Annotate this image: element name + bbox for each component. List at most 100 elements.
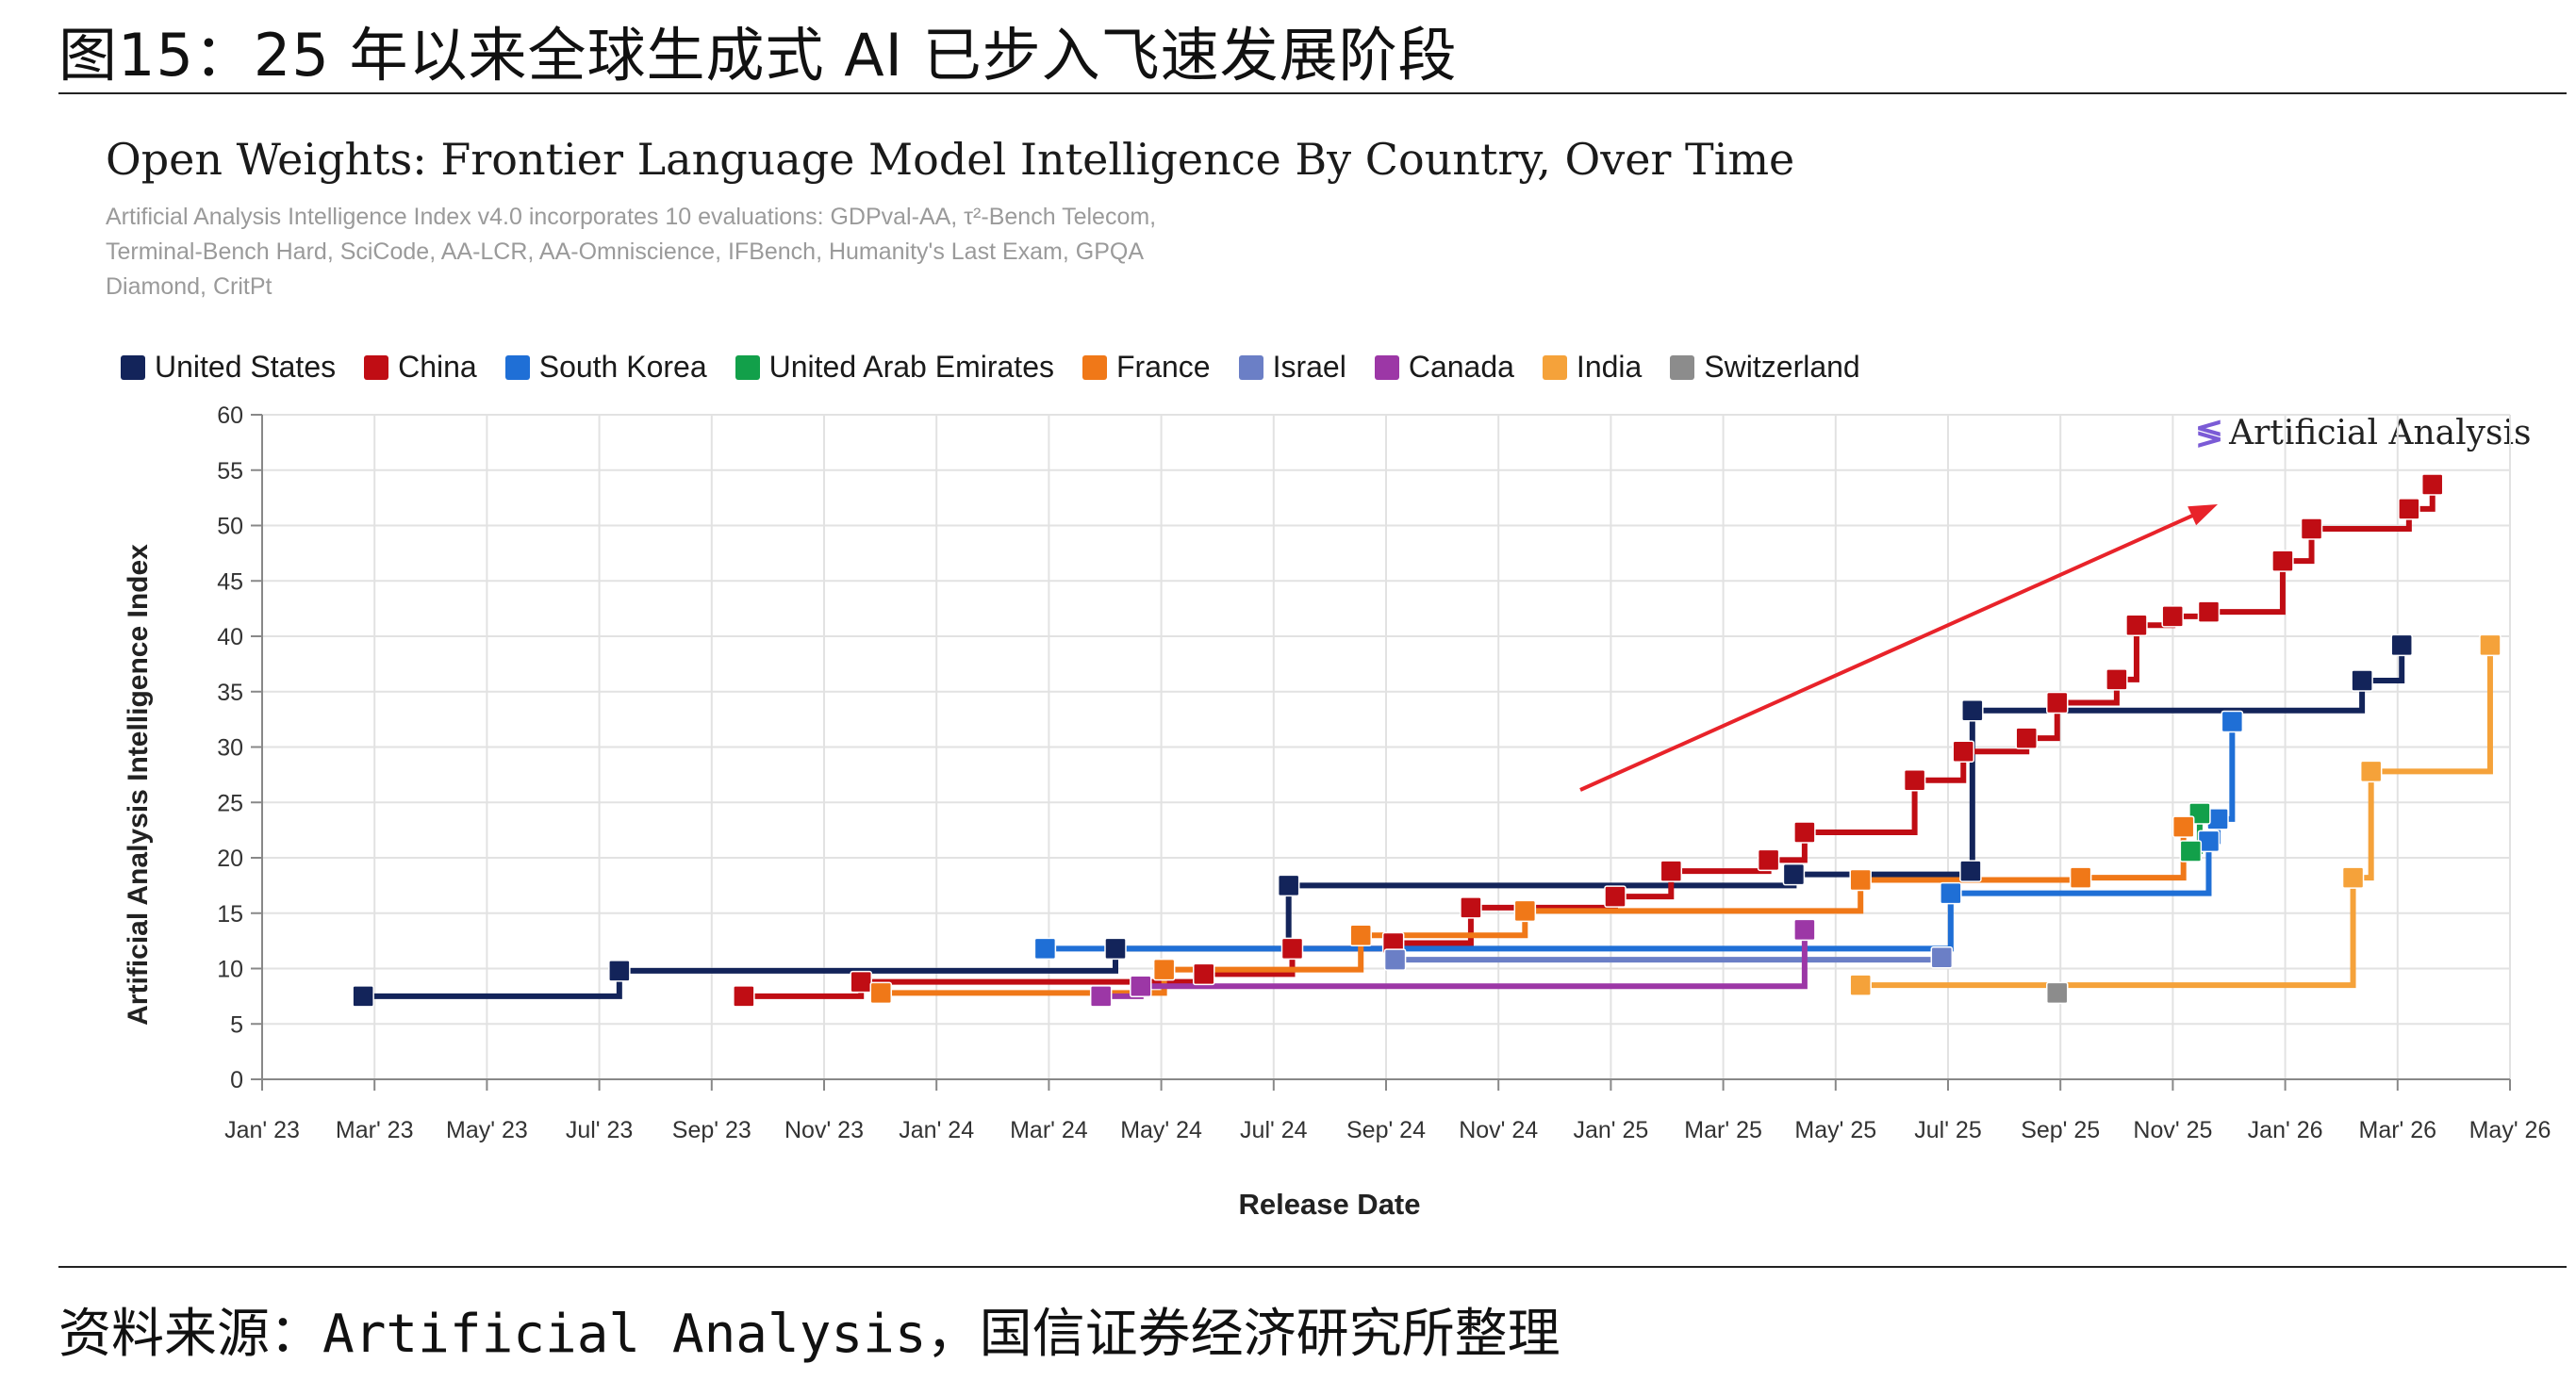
data-point xyxy=(1849,868,1872,892)
data-point xyxy=(1793,821,1816,844)
data-point xyxy=(1277,874,1300,897)
data-point xyxy=(1130,975,1152,998)
data-point xyxy=(1193,962,1215,986)
legend-label: China xyxy=(398,350,477,384)
bottom-divider xyxy=(58,1266,2567,1268)
data-point xyxy=(2420,473,2444,496)
data-point xyxy=(2341,866,2365,889)
top-divider xyxy=(58,92,2567,94)
data-point xyxy=(2046,981,2069,1005)
data-point xyxy=(2105,668,2128,691)
legend-item: South Korea xyxy=(504,350,707,385)
chart-title: Open Weights: Frontier Language Model In… xyxy=(106,134,1795,185)
x-tick-label: Mar' 26 xyxy=(2359,1117,2437,1143)
y-tick-label: 35 xyxy=(217,680,243,706)
data-point xyxy=(1952,740,1975,763)
series-line xyxy=(743,485,2436,999)
figure-title: 图15：25 年以来全球生成式 AI 已步入飞速发展阶段 xyxy=(58,21,1458,90)
x-tick-label: May' 26 xyxy=(2469,1117,2551,1143)
legend-swatch xyxy=(364,354,389,380)
x-tick-label: Jul' 24 xyxy=(1240,1117,1308,1143)
legend-label: United States xyxy=(155,350,337,384)
legend-swatch xyxy=(1670,354,1695,380)
data-point xyxy=(1660,860,1683,882)
data-point xyxy=(1033,937,1057,961)
data-point xyxy=(2015,727,2038,749)
y-tick-label: 10 xyxy=(217,957,243,983)
chart-subtitle: Artificial Analysis Intelligence Index v… xyxy=(106,204,1157,300)
y-tick-label: 50 xyxy=(217,514,243,540)
x-tick-label: Nov' 24 xyxy=(1459,1117,1538,1143)
x-tick-label: May' 25 xyxy=(1794,1117,1876,1143)
legend-item: China xyxy=(364,350,477,385)
legend-item: United Arab Emirates xyxy=(735,350,1054,385)
data-point xyxy=(1089,985,1113,1008)
legend-swatch xyxy=(735,354,760,380)
data-point xyxy=(1961,698,1984,722)
data-point xyxy=(608,960,631,982)
x-axis-title: Release Date xyxy=(1238,1188,1420,1221)
data-point xyxy=(2125,614,2148,636)
y-tick-label: 5 xyxy=(230,1011,243,1038)
legend-label: France xyxy=(1115,350,1211,384)
x-tick-label: Sep' 23 xyxy=(672,1117,751,1143)
data-point xyxy=(2351,669,2373,692)
legend-item: India xyxy=(1542,350,1642,385)
y-axis-title: Artificial Analysis Intelligence Index xyxy=(123,544,154,1026)
x-tick-label: Sep' 25 xyxy=(2021,1117,2100,1143)
brand-name: Artificial Analysis xyxy=(2229,413,2532,452)
legend-swatch xyxy=(504,354,530,380)
x-tick-label: Jul' 25 xyxy=(1914,1117,1981,1143)
data-point xyxy=(1782,862,1806,886)
trend-arrow-head xyxy=(2188,504,2218,526)
chart-canvas: 0 5 10 15 20 25 30 35 40 45 50 55 60 Jan' 23 Mar' 23 Ma… xyxy=(123,402,2551,1221)
brand-logo: ≶ Artificial Analysis xyxy=(2195,413,2531,452)
data-point xyxy=(1793,918,1816,942)
legend-item: France xyxy=(1082,350,1211,385)
legend-label: Israel xyxy=(1272,350,1346,384)
data-point xyxy=(2046,691,2069,715)
data-point xyxy=(1460,896,1482,919)
data-point xyxy=(1849,974,1872,996)
y-tick-label: 0 xyxy=(230,1067,243,1093)
data-point xyxy=(1152,958,1176,981)
x-tick-label: Jan' 25 xyxy=(1573,1117,1648,1143)
legend-item: Israel xyxy=(1238,350,1346,385)
data-point xyxy=(850,970,872,994)
legend-swatch xyxy=(121,354,145,380)
data-point xyxy=(1903,769,1926,792)
data-point xyxy=(2359,760,2383,783)
legend-swatch xyxy=(1238,354,1263,380)
x-tick-label: Jan' 24 xyxy=(899,1117,974,1143)
legend-item: Switzerland xyxy=(1670,350,1860,385)
data-point xyxy=(2390,633,2413,657)
data-point xyxy=(1513,899,1537,923)
data-point xyxy=(2221,710,2244,733)
legend-label: South Korea xyxy=(538,350,707,384)
legend-swatch xyxy=(1374,354,1399,380)
data-point xyxy=(2398,498,2420,520)
x-tick-label: Jan' 26 xyxy=(2248,1117,2323,1143)
data-point xyxy=(1604,885,1627,908)
x-tick-label: Mar' 23 xyxy=(336,1117,414,1143)
data-point xyxy=(1940,881,1962,905)
y-tick-label: 15 xyxy=(217,901,243,928)
data-point xyxy=(2179,840,2203,862)
y-tick-label: 55 xyxy=(217,458,243,485)
trend-arrow-line xyxy=(1579,511,2200,792)
x-tick-label: Mar' 25 xyxy=(1684,1117,1762,1143)
x-tick-label: Mar' 24 xyxy=(1010,1117,1088,1143)
x-tick-label: Nov' 25 xyxy=(2133,1117,2212,1143)
legend-item: United States xyxy=(121,350,336,385)
data-point xyxy=(1383,948,1407,971)
data-point xyxy=(2300,518,2323,540)
x-tick-label: May' 23 xyxy=(446,1117,528,1143)
artificial-analysis-logo-icon: ≶ xyxy=(2195,413,2224,452)
data-point xyxy=(1280,937,1304,961)
data-point xyxy=(2069,866,2092,889)
data-point xyxy=(2479,633,2502,657)
y-tick-label: 60 xyxy=(217,402,243,429)
data-point xyxy=(2197,600,2221,623)
legend-label: United Arab Emirates xyxy=(768,350,1054,384)
data-point xyxy=(1104,937,1127,961)
